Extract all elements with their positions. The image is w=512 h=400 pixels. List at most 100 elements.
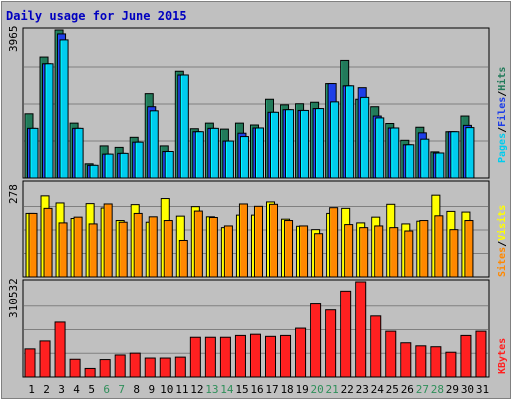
x-label-day-10: 10 [160,383,173,396]
bar-sites-day-1 [28,212,38,278]
legend-part: / [497,127,508,133]
bar-kbytes-day-23 [355,281,367,378]
bar-sites-day-11 [178,239,188,278]
bars-layer [24,29,487,378]
kbytes-ymax-label: 310532 [7,278,20,318]
legend-part: Pages [497,133,508,163]
bar-pages-day-21 [330,101,340,179]
bar-kbytes-day-13 [204,336,216,378]
bar-kbytes-day-25 [385,330,397,378]
x-label-day-11: 11 [175,383,188,396]
bar-pages-day-16 [254,127,264,179]
bar-sites-day-16 [253,205,263,278]
x-label-day-14: 14 [220,383,234,396]
bar-kbytes-day-9 [144,357,156,378]
bar-kbytes-day-14 [219,336,231,378]
bar-kbytes-day-16 [249,333,261,378]
bar-sites-day-18 [284,220,294,278]
x-label-day-12: 12 [190,383,203,396]
bar-sites-day-29 [449,229,459,278]
bar-sites-day-3 [58,222,68,278]
x-label-day-19: 19 [295,383,308,396]
x-label-day-27: 27 [416,383,429,396]
bar-pages-day-20 [315,108,325,179]
bar-sites-day-23 [359,227,369,278]
bar-pages-day-1 [29,127,39,179]
bar-pages-day-10 [164,150,174,179]
bar-kbytes-day-19 [295,327,307,378]
bar-pages-day-23 [360,96,370,179]
bar-sites-day-2 [43,207,53,278]
bar-kbytes-day-15 [234,334,246,378]
legend-kbytes: KBytes [497,338,508,374]
bar-sites-day-28 [434,215,444,278]
x-label-day-30: 30 [461,383,474,396]
bar-sites-day-22 [344,224,354,278]
bar-pages-day-29 [450,131,460,179]
bar-sites-day-27 [419,220,429,278]
x-label-day-20: 20 [311,383,324,396]
legend-part: Visits [496,205,508,241]
chart-title: Daily usage for June 2015 [6,9,187,23]
x-label-day-17: 17 [265,383,278,396]
bar-kbytes-day-18 [280,334,292,378]
bar-kbytes-day-6 [99,359,111,378]
bar-kbytes-day-10 [159,357,171,378]
legend-visits: Sites/Visits [496,205,508,277]
bar-kbytes-day-8 [129,352,141,378]
x-label-day-22: 22 [341,383,354,396]
bar-pages-day-8 [134,141,144,179]
bar-sites-day-10 [163,220,173,278]
bar-pages-day-5 [89,164,99,179]
x-label-day-18: 18 [280,383,293,396]
x-label-day-3: 3 [58,383,65,396]
x-label-day-31: 31 [476,383,489,396]
x-label-day-28: 28 [431,383,444,396]
bar-pages-day-4 [74,127,84,179]
bar-sites-day-17 [269,203,279,278]
bar-sites-day-6 [103,203,113,278]
bar-kbytes-day-27 [415,345,427,378]
x-label-day-16: 16 [250,383,263,396]
bar-kbytes-day-28 [430,346,442,378]
legend-part: / [497,91,508,97]
bar-sites-day-20 [314,233,324,278]
bar-pages-day-19 [300,109,310,179]
x-label-day-25: 25 [386,383,399,396]
bar-pages-day-24 [375,117,385,179]
bar-pages-day-30 [465,127,475,179]
bar-kbytes-day-2 [39,340,51,378]
bar-sites-day-26 [404,230,414,278]
bar-pages-day-25 [390,127,400,179]
bar-kbytes-day-12 [189,336,201,378]
x-label-day-23: 23 [356,383,369,396]
bar-pages-day-7 [119,152,129,179]
bar-kbytes-day-31 [475,330,487,378]
x-axis-labels: 1 2 3 4 5 6 7 8 9 10 11 12 13 14 15 16 17 18 19 20 21 22 23 24 2… [28,383,489,396]
x-label-day-13: 13 [205,383,218,396]
bar-kbytes-day-29 [445,351,457,378]
legend-part: Files [496,97,508,127]
bar-kbytes-day-24 [370,315,382,378]
bar-pages-day-26 [405,144,415,179]
x-label-day-5: 5 [88,383,95,396]
x-label-day-6: 6 [103,383,110,396]
bar-pages-day-15 [239,136,249,179]
bar-pages-day-18 [285,109,295,179]
x-label-day-4: 4 [73,383,80,396]
bar-kbytes-day-26 [400,342,412,378]
legend-part: KBytes [497,338,508,374]
bar-sites-day-7 [118,221,128,278]
bar-pages-day-22 [345,85,355,179]
bar-kbytes-day-1 [24,348,36,378]
x-label-day-29: 29 [446,383,459,396]
bar-kbytes-day-4 [69,358,81,378]
x-label-day-7: 7 [118,383,125,396]
bar-sites-day-30 [464,220,474,278]
x-label-day-2: 2 [43,383,50,396]
bar-pages-day-9 [149,110,159,179]
bar-kbytes-day-20 [310,303,322,378]
bar-sites-day-12 [193,210,203,278]
